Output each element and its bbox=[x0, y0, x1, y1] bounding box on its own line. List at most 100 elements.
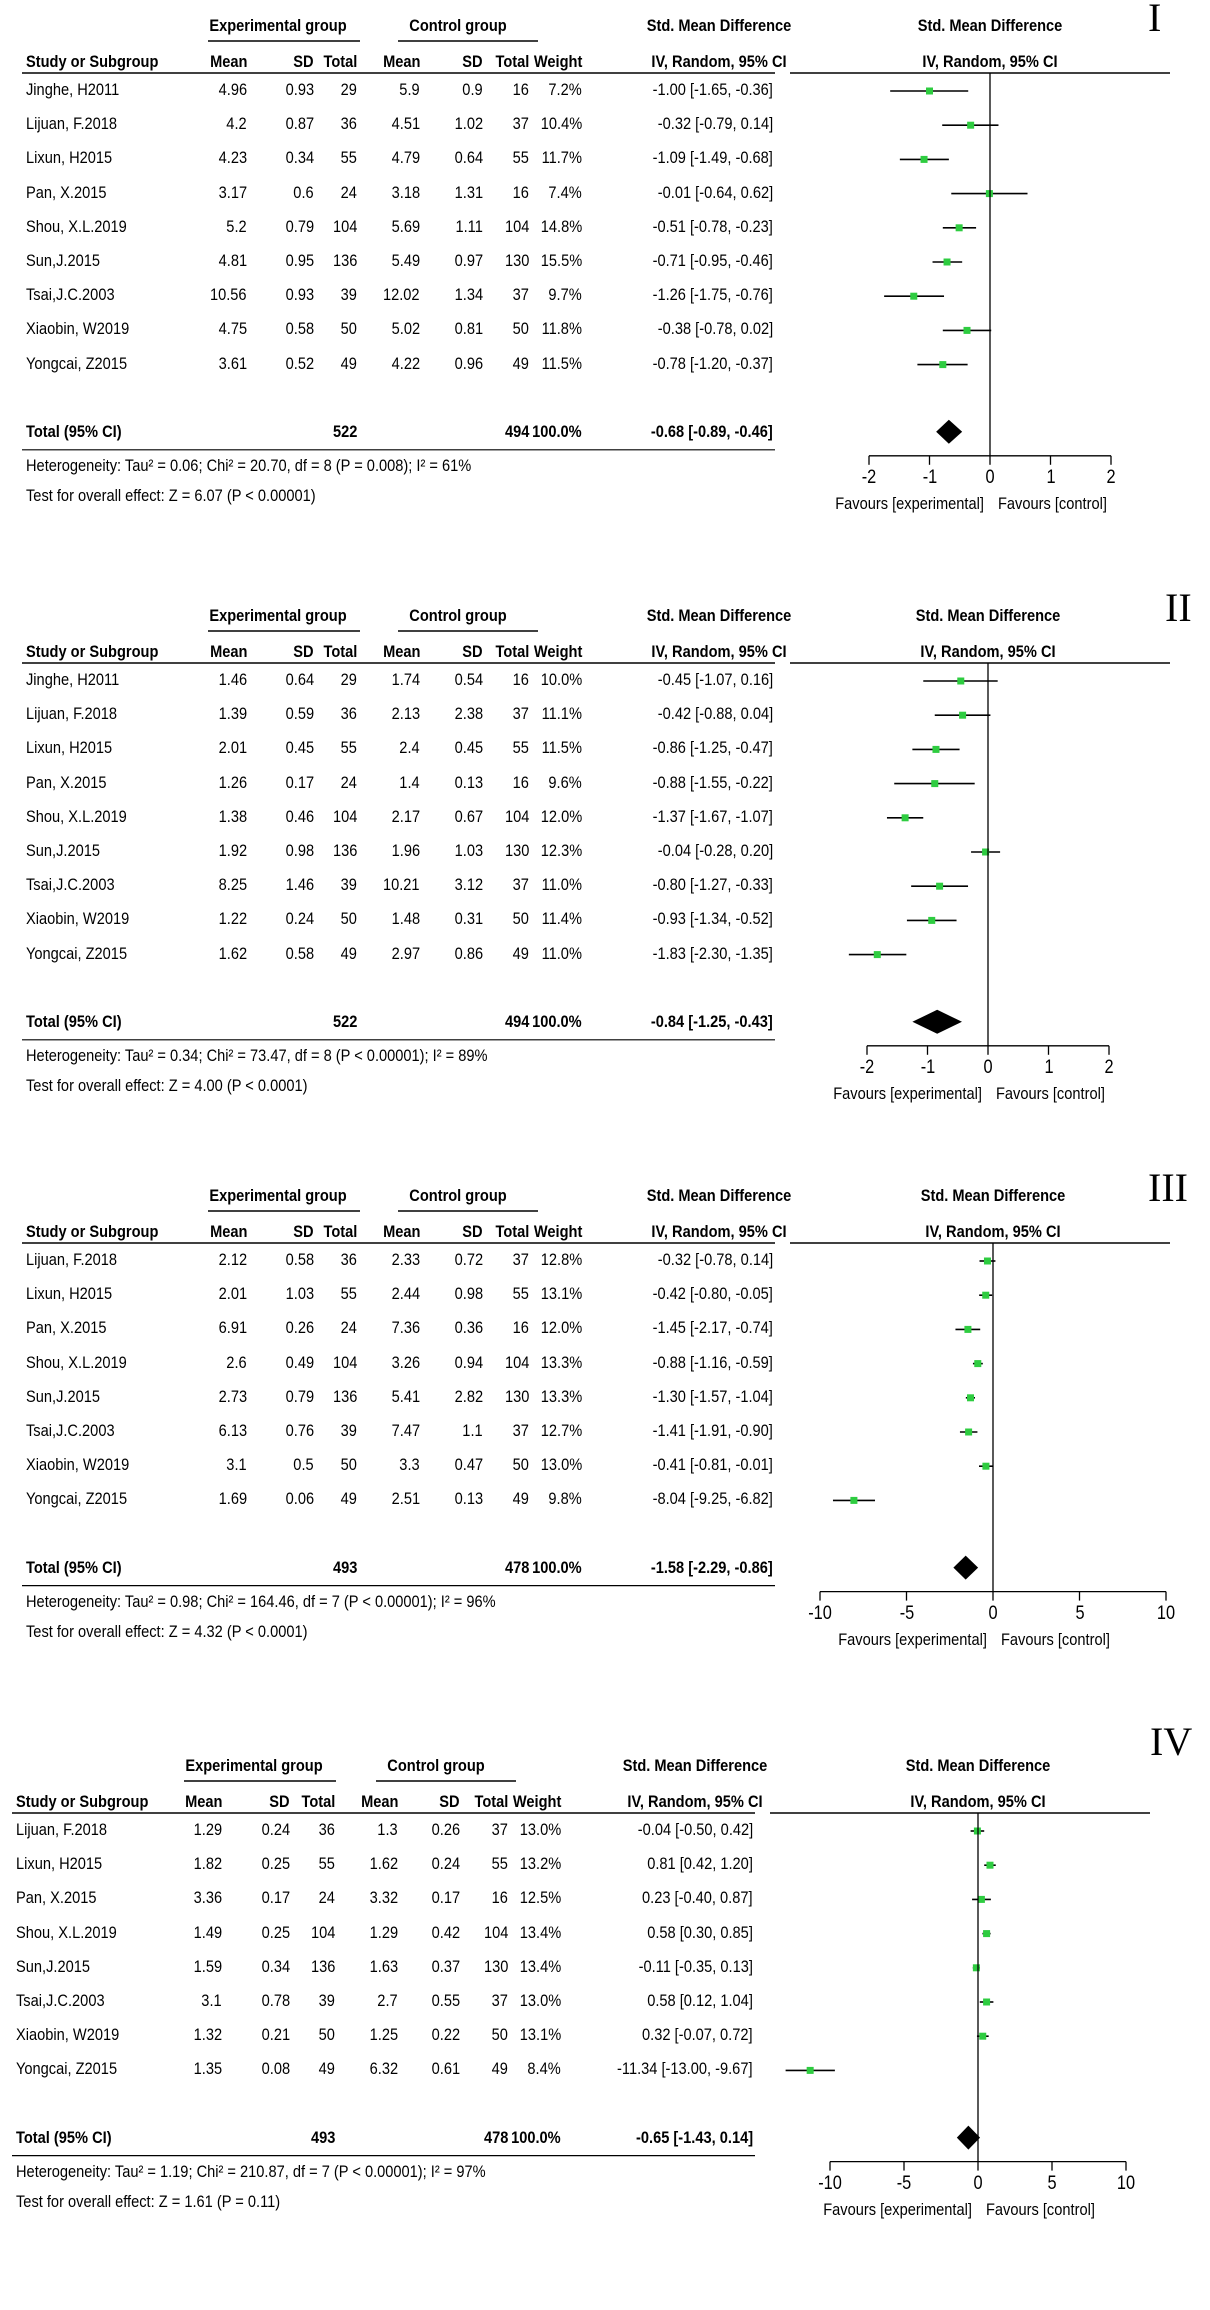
exp-total: 36 bbox=[341, 114, 357, 134]
ctrl-total: 130 bbox=[505, 1387, 529, 1407]
exp-total: 104 bbox=[311, 1923, 335, 1943]
smd-ci-value: 0.23 [-0.40, 0.87] bbox=[642, 1888, 753, 1908]
summary-diamond bbox=[912, 1010, 962, 1034]
study-header: Study or Subgroup bbox=[16, 1792, 148, 1812]
exp-total: 49 bbox=[341, 1489, 357, 1509]
ctrl-sd: 0.37 bbox=[432, 1957, 460, 1977]
ctrl-mean: 2.4 bbox=[400, 738, 420, 758]
ctrl-mean: 4.51 bbox=[392, 114, 420, 134]
effect-square bbox=[874, 951, 881, 958]
ctrl-sd: 0.81 bbox=[455, 319, 483, 339]
weight-value: 13.3% bbox=[541, 1387, 582, 1407]
exp-sd: 0.34 bbox=[286, 148, 314, 168]
smd-ci-value: -0.78 [-1.20, -0.37] bbox=[653, 354, 773, 374]
ctrl-total: 16 bbox=[513, 1318, 529, 1338]
exp-total: 24 bbox=[341, 1318, 357, 1338]
ctrl-mean: 3.3 bbox=[400, 1455, 420, 1475]
exp-total: 39 bbox=[341, 875, 357, 895]
ctrl-mean: 10.21 bbox=[383, 875, 420, 895]
ctrl-total: 37 bbox=[513, 114, 529, 134]
forest-plot-svg-3 bbox=[0, 1170, 1210, 1740]
exp-total: 50 bbox=[341, 319, 357, 339]
ctrl-mean: 1.62 bbox=[370, 1854, 398, 1874]
total-exp-n: 493 bbox=[311, 2128, 335, 2148]
study-name: Shou, X.L.2019 bbox=[26, 807, 127, 827]
ctrl-total: 49 bbox=[513, 1489, 529, 1509]
effect-square bbox=[982, 1292, 989, 1299]
smd-ci-value: -0.32 [-0.78, 0.14] bbox=[658, 1250, 773, 1270]
exp-sd: 0.08 bbox=[262, 2059, 290, 2079]
weight-value: 15.5% bbox=[541, 251, 582, 271]
overall-effect-text: Test for overall effect: Z = 4.00 (P < 0… bbox=[26, 1076, 307, 1096]
weight-value: 9.8% bbox=[549, 1489, 582, 1509]
ctrl-total: 37 bbox=[513, 704, 529, 724]
smd-ci-value: -0.80 [-1.27, -0.33] bbox=[653, 875, 773, 895]
ctrl-mean: 1.96 bbox=[392, 841, 420, 861]
exp-mean: 4.96 bbox=[219, 80, 247, 100]
exp-total: 49 bbox=[341, 354, 357, 374]
panel-label: I bbox=[1148, 0, 1161, 38]
exp-total: 36 bbox=[341, 1250, 357, 1270]
study-header: Study or Subgroup bbox=[26, 1222, 158, 1242]
overall-effect-text: Test for overall effect: Z = 4.32 (P < 0… bbox=[26, 1622, 307, 1642]
study-name: Yongcai, Z2015 bbox=[26, 354, 127, 374]
study-name: Shou, X.L.2019 bbox=[26, 217, 127, 237]
exp-sd: 0.59 bbox=[286, 704, 314, 724]
heterogeneity-text: Heterogeneity: Tau² = 0.06; Chi² = 20.70… bbox=[26, 456, 471, 476]
effect-square bbox=[921, 156, 928, 163]
smd-ci-value: -0.45 [-1.07, 0.16] bbox=[658, 670, 773, 690]
ctrl-sd: 2.38 bbox=[455, 704, 483, 724]
total-exp-n: 522 bbox=[333, 422, 357, 442]
ctrl-sd: 1.34 bbox=[455, 285, 483, 305]
ctrl-total: 37 bbox=[513, 1250, 529, 1270]
ctrl-total: 104 bbox=[505, 807, 529, 827]
exp-mean: 1.22 bbox=[219, 909, 247, 929]
exp-mean: 2.01 bbox=[219, 1284, 247, 1304]
ctrl-sd: 0.61 bbox=[432, 2059, 460, 2079]
ctrl-mean: 3.26 bbox=[392, 1353, 420, 1373]
ctrl-mean: 1.4 bbox=[400, 773, 420, 793]
smd-ci-value: 0.58 [0.12, 1.04] bbox=[647, 1991, 753, 2011]
effect-square bbox=[979, 2033, 986, 2040]
effect-square bbox=[983, 1999, 990, 2006]
x-tick-label: 10 bbox=[908, 1604, 1210, 1624]
smd-ci-value: -1.26 [-1.75, -0.76] bbox=[653, 285, 773, 305]
study-name: Pan, X.2015 bbox=[16, 1888, 96, 1908]
effect-square bbox=[807, 2067, 814, 2074]
exp-total-header: Total bbox=[323, 642, 357, 662]
weight-value: 13.1% bbox=[541, 1284, 582, 1304]
exp-sd: 0.76 bbox=[286, 1421, 314, 1441]
study-name: Lijuan, F.2018 bbox=[26, 704, 117, 724]
ctrl-total: 55 bbox=[513, 1284, 529, 1304]
smd-header-plot: Std. Mean Difference bbox=[730, 606, 1210, 626]
exp-sd: 0.95 bbox=[286, 251, 314, 271]
favours-control-label: Favours [control] bbox=[1001, 1630, 1110, 1650]
weight-value: 11.4% bbox=[542, 909, 582, 929]
ctrl-total: 16 bbox=[513, 773, 529, 793]
ctrl-sd: 0.13 bbox=[455, 773, 483, 793]
exp-total: 55 bbox=[319, 1854, 335, 1874]
study-name: Sun,J.2015 bbox=[26, 1387, 100, 1407]
heterogeneity-text: Heterogeneity: Tau² = 0.98; Chi² = 164.4… bbox=[26, 1592, 496, 1612]
ctrl-total: 49 bbox=[513, 354, 529, 374]
favours-control-label: Favours [control] bbox=[996, 1084, 1105, 1104]
study-name: Tsai,J.C.2003 bbox=[26, 1421, 115, 1441]
ctrl-sd: 1.02 bbox=[455, 114, 483, 134]
exp-sd: 0.52 bbox=[286, 354, 314, 374]
total-label: Total (95% CI) bbox=[26, 422, 122, 442]
study-name: Lijuan, F.2018 bbox=[26, 1250, 117, 1270]
ctrl-total: 130 bbox=[505, 251, 529, 271]
exp-sd: 0.34 bbox=[262, 1957, 290, 1977]
exp-mean-header: Mean bbox=[210, 642, 247, 662]
exp-total: 49 bbox=[341, 944, 357, 964]
exp-mean: 2.6 bbox=[227, 1353, 247, 1373]
exp-sd: 0.79 bbox=[286, 1387, 314, 1407]
ctrl-sd: 0.94 bbox=[455, 1353, 483, 1373]
total-ci: -0.84 [-1.25, -0.43] bbox=[651, 1012, 773, 1032]
smd-header-plot: Std. Mean Difference bbox=[732, 16, 1210, 36]
exp-mean-header: Mean bbox=[210, 1222, 247, 1242]
exp-total: 24 bbox=[341, 773, 357, 793]
forest-plot-svg-4 bbox=[0, 1740, 1210, 2310]
ctrl-sd: 0.54 bbox=[455, 670, 483, 690]
